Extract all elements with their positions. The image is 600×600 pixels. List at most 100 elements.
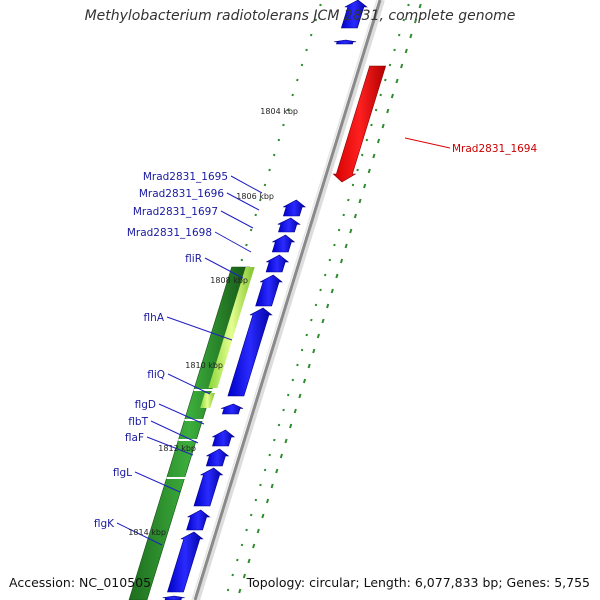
gc-dot <box>240 258 244 262</box>
gc-dot <box>300 348 304 352</box>
gc-dot <box>273 438 276 442</box>
gc-dot <box>242 573 246 579</box>
tick-label: 1814 kbp <box>128 528 166 537</box>
gene-label: Mrad2831_1695 <box>143 171 228 183</box>
gc-dot <box>409 33 413 39</box>
gc-dot <box>305 48 308 52</box>
reverse-gene-arrow <box>220 403 244 415</box>
gc-dot <box>298 393 302 399</box>
gene-label-leader <box>158 403 205 425</box>
gc-dot <box>254 498 258 502</box>
tick-label: 1812 kbp <box>158 444 196 453</box>
reverse-gene-arrow <box>265 254 290 273</box>
genome-backbone-shadow <box>195 0 385 600</box>
gc-dot <box>393 48 396 52</box>
gc-dot <box>247 558 251 564</box>
gc-dot <box>296 78 299 82</box>
gc-dot <box>254 213 257 217</box>
gc-dot <box>367 168 371 174</box>
gc-dot <box>293 408 297 414</box>
gc-dot <box>333 243 336 247</box>
gc-dot <box>275 468 279 474</box>
reverse-gene-arrow <box>334 39 357 45</box>
gc-dot <box>286 393 290 397</box>
gc-dot <box>339 258 344 264</box>
gc-dot <box>277 138 281 142</box>
gc-dot <box>353 213 357 219</box>
gc-dot <box>379 93 382 97</box>
gene-label-leader <box>204 257 244 279</box>
gene-label: flgK <box>94 518 115 530</box>
gc-dot <box>284 438 288 444</box>
gc-dot <box>282 123 285 127</box>
gc-dot <box>289 423 293 429</box>
gc-dot <box>365 138 369 142</box>
gene-label-leader <box>150 420 199 444</box>
forward-gene-arrow <box>332 65 387 183</box>
gene-label: Mrad2831_1697 <box>133 206 218 218</box>
gene-label-leader <box>166 316 233 341</box>
gc-dot <box>245 528 248 532</box>
gc-dot <box>351 183 355 187</box>
gc-dot <box>240 543 244 547</box>
gc-dot <box>374 108 378 112</box>
gc-dot <box>263 183 267 187</box>
gc-dot <box>291 378 295 382</box>
tick-label: 1806 kbp <box>236 192 274 201</box>
reverse-gene-arrow <box>271 234 296 253</box>
gc-dot <box>310 318 313 322</box>
genome-summary-label: Topology: circular; Length: 6,077,833 bp… <box>246 575 590 590</box>
gc-dot <box>323 273 327 277</box>
gc-dot <box>245 243 248 247</box>
reverse-gene-arrow <box>212 429 236 447</box>
gc-dot <box>259 483 262 487</box>
gene-cluster-track <box>128 266 255 600</box>
accession-label: Accession: NC_010505 <box>9 575 152 590</box>
gene-label-leader <box>134 471 181 493</box>
gc-dot <box>296 363 299 367</box>
reverse-gene-arrow <box>282 199 307 217</box>
gc-dot <box>349 228 353 234</box>
tick-label: 1808 kbp <box>210 276 248 285</box>
gc-dot <box>249 228 253 232</box>
gc-dot <box>328 258 332 262</box>
gene-label: Mrad2831_1694 <box>452 143 537 155</box>
reverse-gene-arrow <box>277 217 301 233</box>
gc-dot <box>321 318 325 324</box>
gc-dot <box>316 333 320 339</box>
gene-label-leader <box>220 210 254 229</box>
gc-dot <box>418 3 422 9</box>
gc-dot <box>335 273 339 279</box>
reverse-gene-arrow <box>167 531 204 593</box>
gene-label: flbT <box>128 416 148 428</box>
gene-label-leader <box>214 231 252 253</box>
gc-dot <box>261 513 265 519</box>
gc-dot <box>363 183 367 189</box>
gene-label-leader <box>146 436 194 456</box>
gc-dot <box>236 558 239 562</box>
genome-backbone-highlight <box>191 0 378 600</box>
gc-dot <box>249 513 253 517</box>
gc-dot <box>330 288 334 294</box>
gc-dot <box>256 528 260 534</box>
gc-dot <box>413 18 418 24</box>
gc-dot <box>404 48 408 54</box>
gc-dot <box>252 543 256 549</box>
gc-dot <box>400 63 404 69</box>
gene-labels: Mrad2831_1695 Mrad2831_1696 Mrad2831_1697 M… <box>94 137 537 546</box>
gc-dot <box>265 498 270 504</box>
gene-label-leader <box>167 373 211 395</box>
gc-dot <box>347 198 350 202</box>
gc-dot <box>282 408 285 412</box>
gene-label: flgD <box>135 399 156 411</box>
gc-dot <box>263 468 267 472</box>
gc-dot <box>300 63 304 67</box>
gc-dot <box>358 198 362 204</box>
gc-dot <box>279 453 283 459</box>
gc-dot-track <box>138 3 422 594</box>
gc-dot <box>319 288 322 292</box>
page-title: Methylobacterium radiotolerans JCM 2831,… <box>84 8 516 24</box>
gene-label: fliQ <box>147 369 165 381</box>
gene-label-leader <box>230 175 263 194</box>
